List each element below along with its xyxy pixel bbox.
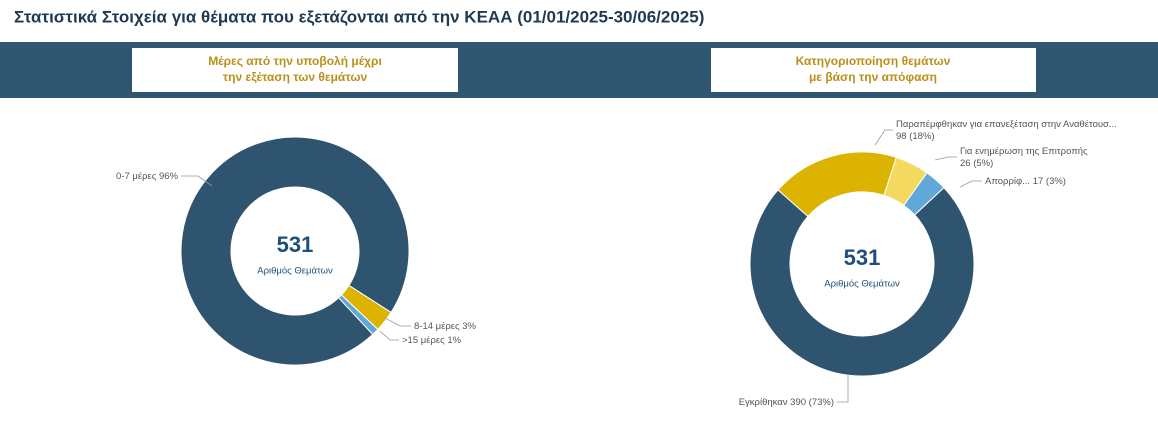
slice-category: Εγκρίθηκαν	[739, 397, 788, 408]
page-title: Στατιστικά Στοιχεία για θέματα που εξετά…	[14, 7, 704, 26]
donut-slice	[749, 186, 975, 377]
slice-label: Παραπέμφθηκαν για επανεξέταση στην Αναθέ…	[896, 119, 1117, 130]
slice-label: Εγκρίθηκαν 390 (73%)	[739, 397, 834, 408]
slice-label: Για ενημέρωση της Επιτροπής	[960, 146, 1088, 157]
slice-value: 3%	[462, 321, 476, 332]
leader-line	[959, 180, 982, 188]
slice-value: 96%	[159, 171, 179, 182]
slice-category: Παραπέμφθηκαν για επανεξέταση στην Αναθέ…	[896, 119, 1117, 130]
slice-value: 98	[896, 131, 907, 142]
slice-value: 17	[1033, 176, 1044, 187]
donut-slice	[903, 172, 945, 216]
slice-label: Απορρίφ... 17 (3%)	[985, 176, 1066, 187]
donut-slice	[337, 294, 379, 336]
slice-label: 26 (5%)	[960, 158, 993, 169]
leader-line	[934, 156, 957, 161]
chart-title: με βάση την απόφαση	[809, 70, 937, 84]
chart-title: την εξέταση των θεμάτων	[223, 70, 368, 84]
chart-header-box	[711, 48, 1036, 92]
slice-label: 98 (18%)	[896, 131, 935, 142]
slice-percent: (73%)	[809, 397, 834, 408]
leader-line	[379, 330, 399, 341]
center-label: Αριθμός Θεμάτων	[257, 266, 333, 277]
slice-label: 0-7 μέρες 96%	[116, 171, 179, 182]
chart-header-box	[132, 48, 458, 92]
slice-percent: (18%)	[909, 131, 934, 142]
slice-value: 1%	[447, 335, 461, 346]
slice-value: 26	[960, 158, 971, 169]
slice-value: 390	[790, 397, 806, 408]
slice-category: Για ενημέρωση της Επιτροπής	[960, 146, 1088, 157]
chart-title: Κατηγοριοποίηση θεμάτων	[796, 54, 951, 68]
donut-slice	[180, 136, 410, 366]
center-value: 531	[277, 232, 314, 257]
leader-line	[384, 317, 411, 327]
leader-line	[181, 175, 213, 187]
slice-label: 8-14 μέρες 3%	[414, 321, 477, 332]
slice-category: Απορρίφ...	[985, 176, 1030, 187]
slice-percent: (5%)	[973, 158, 993, 169]
leader-line	[874, 129, 893, 146]
slice-category: 0-7 μέρες	[116, 171, 157, 182]
center-value: 531	[844, 245, 881, 270]
center-label: Αριθμός Θεμάτων	[824, 279, 900, 290]
slice-percent: (3%)	[1046, 176, 1066, 187]
leader-line	[837, 374, 849, 403]
slice-category: >15 μέρες	[402, 335, 445, 346]
slice-label: >15 μέρες 1%	[402, 335, 462, 346]
slice-category: 8-14 μέρες	[414, 321, 460, 332]
chart-title: Μέρες από την υποβολή μέχρι	[208, 54, 382, 68]
